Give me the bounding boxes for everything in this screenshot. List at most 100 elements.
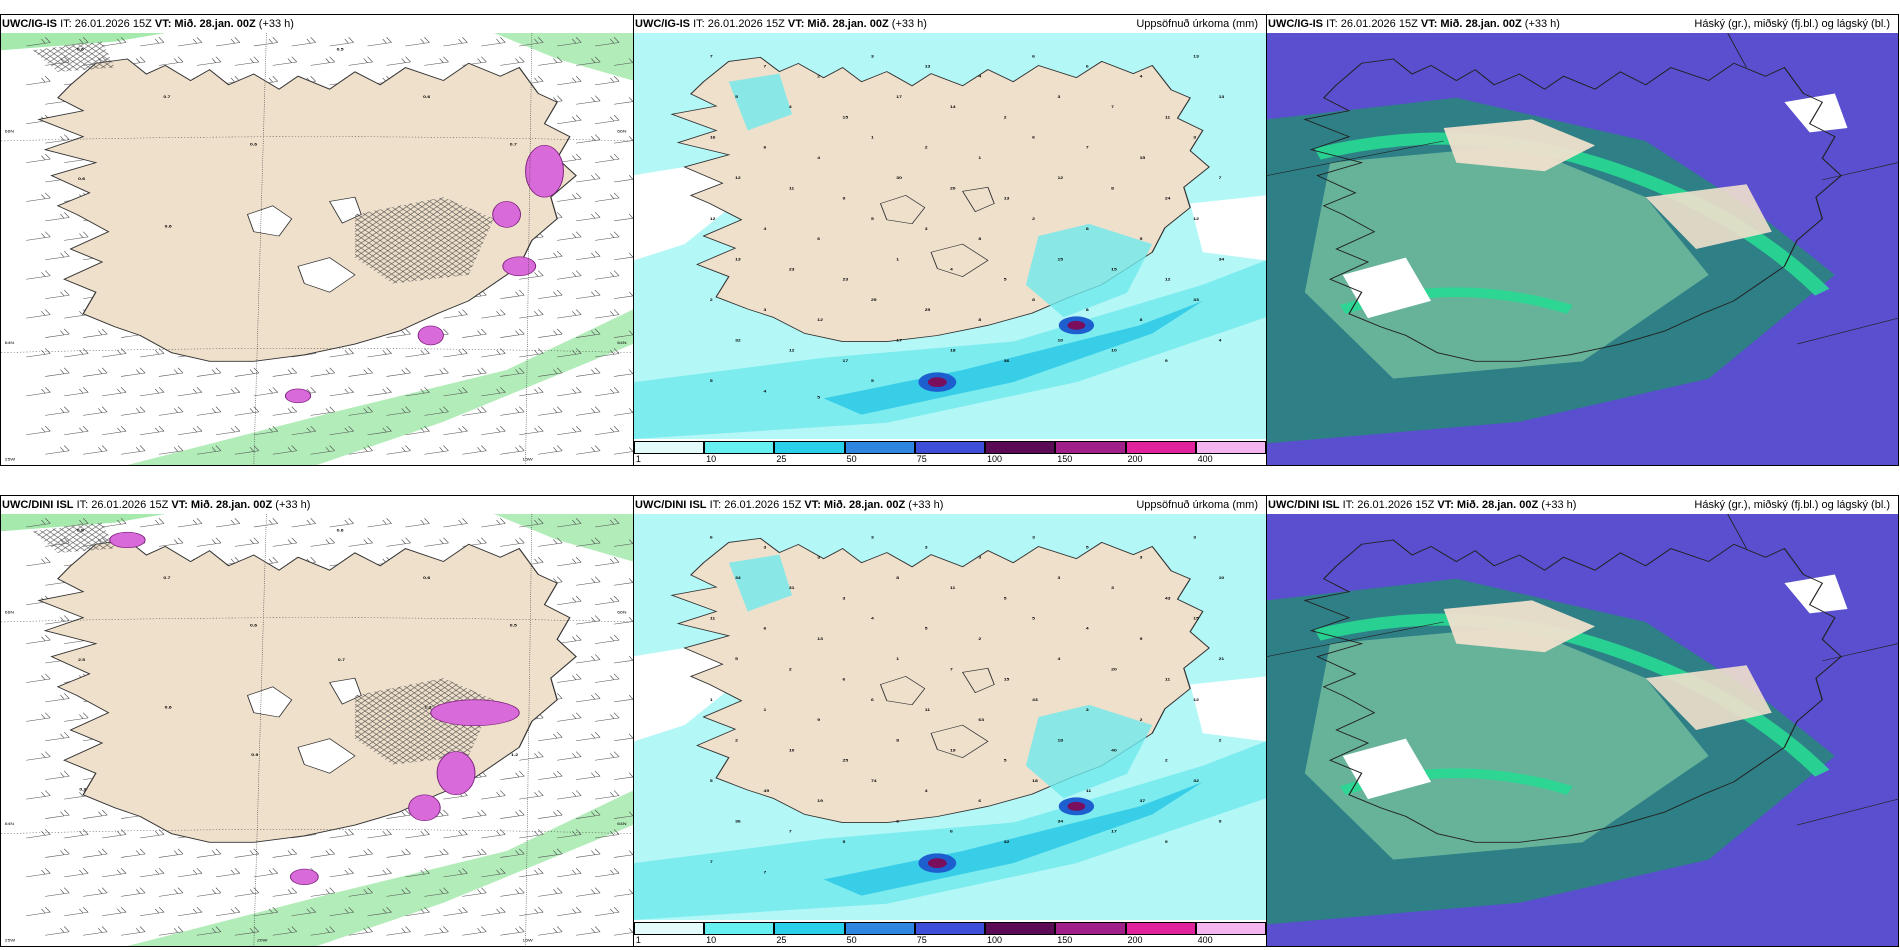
precip-value: 5 <box>817 395 821 399</box>
precip-value: 18 <box>950 349 956 353</box>
precip-values: 7723134664135415171423711131664121671531… <box>710 54 1225 399</box>
lead-time: (+33 h) <box>891 18 927 30</box>
dry-area-w <box>634 162 736 261</box>
glacier-outline <box>879 667 995 758</box>
colorbar-tick: 400 <box>1197 935 1213 945</box>
colorbar-tick: 1 <box>635 454 641 464</box>
init-time: IT: 26.01.2026 15Z <box>1326 18 1418 30</box>
precip-value: 36 <box>735 820 741 824</box>
colorbar-swatch <box>1195 922 1266 935</box>
model-name: UWC/IG-IS <box>2 18 57 30</box>
precip-value: 10 <box>1219 576 1225 580</box>
precip-value: 8 <box>1140 318 1144 322</box>
precip-value: 4 <box>1140 75 1144 79</box>
precip-value: 37 <box>1140 799 1146 803</box>
precip-value: 3 <box>871 535 875 539</box>
map-panel-precip: UWC/IG-IS IT: 26.01.2026 15Z VT: Mið. 28… <box>633 14 1267 466</box>
wind-value: 0.5 <box>510 623 518 627</box>
precip-value: 8 <box>896 738 900 742</box>
wind-shade-nw <box>1 33 166 51</box>
wind-value: 0.6 <box>337 528 345 532</box>
axis-label: 15W <box>522 938 533 942</box>
precip-value: 7 <box>1219 176 1223 180</box>
map-panel-wind: UWC/IG-IS IT: 26.01.2026 15Z VT: Mið. 28… <box>0 14 634 466</box>
wind-value: 2.5 <box>78 658 86 662</box>
init-time: IT: 26.01.2026 15Z <box>693 18 785 30</box>
precip-value: 9 <box>1165 359 1169 363</box>
colorbar-swatch <box>774 441 845 454</box>
init-time: IT: 26.01.2026 15Z <box>76 499 169 511</box>
precip-value: 5 <box>1004 278 1008 282</box>
panel-header: UWC/IG-IS IT: 26.01.2026 15Z VT: Mið. 28… <box>634 15 1266 33</box>
precip-value: 23 <box>789 267 795 271</box>
wind-value: 0.7 <box>510 142 518 146</box>
precip-value: 10 <box>789 748 795 752</box>
precip-value: 8 <box>978 318 982 322</box>
precip-value: 63 <box>978 718 984 722</box>
precip-blob <box>284 388 312 404</box>
precip-value: 4 <box>978 75 982 79</box>
wind-value: 0.6 <box>165 224 173 228</box>
precip-value: 74 <box>871 779 877 783</box>
panel-header: UWC/IG-IS IT: 26.01.2026 15Z VT: Mið. 28… <box>1 15 633 33</box>
wind-shade-nw <box>1 514 166 532</box>
valid-time: VT: Mið. 28.jan. 00Z <box>804 499 906 511</box>
precip-value: 34 <box>735 576 741 580</box>
dry-area-e <box>1190 676 1266 742</box>
precip-value: 7 <box>710 54 714 58</box>
precip-value: 13 <box>1193 54 1199 58</box>
colorbar-swatch <box>914 441 986 454</box>
colorbar-tick: 100 <box>987 454 1003 464</box>
map-canvas: 6333333533343138115334310116134525491552… <box>634 514 1266 920</box>
colorbar-tick: 25 <box>776 454 787 464</box>
precip-value: 6 <box>1032 54 1036 58</box>
clear-land <box>1443 119 1596 172</box>
precip-value: 12 <box>710 217 716 221</box>
precip-blob <box>525 144 564 198</box>
hatched-area-nw <box>32 522 115 553</box>
precip-value: 5 <box>843 840 847 844</box>
map-panel-precip: UWC/DINI ISL IT: 26.01.2026 15Z VT: Mið.… <box>633 495 1267 947</box>
lead-time: (+33 h) <box>908 499 944 511</box>
precip-value: 5 <box>735 657 739 661</box>
precip-value: 2 <box>817 75 821 79</box>
panel-header: UWC/DINI ISL IT: 26.01.2026 15Z VT: Mið.… <box>1267 496 1898 514</box>
precip-value: 9 <box>817 718 821 722</box>
precip-value: 25 <box>843 759 849 763</box>
precip-value: 5 <box>1032 617 1036 621</box>
precip-peak-east <box>1067 801 1086 811</box>
colorbar-swatch <box>844 441 915 454</box>
precip-band-south <box>634 260 1266 439</box>
precip-value: 5 <box>871 217 875 221</box>
precip-value: 7 <box>764 64 768 68</box>
colorbar-swatch <box>1125 441 1196 454</box>
wind-shade-south <box>127 309 633 465</box>
precip-value: 11 <box>1165 115 1171 119</box>
colorbar-swatch <box>704 441 775 454</box>
graticule <box>1 33 633 465</box>
colorbar-swatch <box>634 441 705 454</box>
precip-value: 4 <box>1086 627 1090 631</box>
precip-value: 7 <box>710 860 714 864</box>
precip-value: 11 <box>710 617 716 621</box>
precip-value: 1 <box>978 156 982 160</box>
precip-value: 3 <box>843 596 847 600</box>
field-title: Uppsöfnuð úrkoma (mm) <box>1136 499 1258 511</box>
precip-value: 3 <box>925 545 929 549</box>
precip-value: 6 <box>764 627 768 631</box>
precip-value: 8 <box>1032 298 1036 302</box>
precip-value: 4 <box>950 267 954 271</box>
precip-band-south <box>634 741 1266 920</box>
precip-value: 43 <box>1165 596 1171 600</box>
precip-value: 2 <box>1032 217 1036 221</box>
axis-label: 25W <box>5 457 16 461</box>
precip-value: 1 <box>871 136 875 140</box>
axis-label: 20W <box>257 938 268 942</box>
precip-value: 32 <box>1004 840 1010 844</box>
init-time: IT: 26.01.2026 15Z <box>709 499 802 511</box>
precip-value: 3 <box>925 227 929 231</box>
clear-land <box>1443 600 1596 653</box>
precip-value: 5 <box>871 379 875 383</box>
precip-value: 3 <box>1111 586 1115 590</box>
model-name: UWC/DINI ISL <box>635 499 707 511</box>
